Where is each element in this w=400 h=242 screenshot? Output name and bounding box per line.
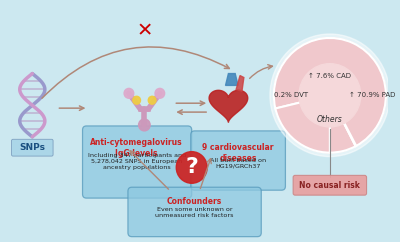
Text: Others: Others [317,114,343,123]
Text: ↑ 7.6% CAD: ↑ 7.6% CAD [308,73,351,78]
Circle shape [133,96,140,104]
Circle shape [138,119,150,131]
FancyBboxPatch shape [12,139,53,156]
Polygon shape [226,74,238,85]
Text: All built based on
HG19/GRCh37: All built based on HG19/GRCh37 [210,158,266,169]
Text: ↑ 70.9% PAD: ↑ 70.9% PAD [349,92,396,98]
Circle shape [274,38,386,153]
Polygon shape [236,76,244,91]
Wedge shape [274,38,386,146]
Text: Including 347 participants and
5,278,042 SNPS in European
ancestry populations: Including 347 participants and 5,278,042… [88,153,186,170]
Text: Confounders: Confounders [167,197,222,206]
Wedge shape [330,95,356,153]
Text: ✕: ✕ [136,22,152,41]
Text: 9 cardiovascular
diseases: 9 cardiovascular diseases [202,143,274,163]
Circle shape [124,88,134,98]
FancyBboxPatch shape [82,126,192,198]
Circle shape [176,152,207,183]
Text: SNPs: SNPs [19,143,45,152]
FancyBboxPatch shape [128,187,261,237]
Wedge shape [330,95,356,146]
FancyArrowPatch shape [250,65,272,78]
Circle shape [270,34,390,157]
FancyBboxPatch shape [191,131,286,190]
Text: Even some unknown or
unmeasured risk factors: Even some unknown or unmeasured risk fac… [155,207,234,218]
Circle shape [148,96,156,104]
Polygon shape [209,90,248,122]
Text: Anti-cytomegalovirus
IgG levels: Anti-cytomegalovirus IgG levels [90,138,183,158]
Text: ?: ? [185,158,198,177]
Circle shape [155,88,165,98]
FancyArrowPatch shape [42,47,229,98]
FancyBboxPatch shape [293,175,366,195]
Circle shape [299,64,361,127]
Text: 0.2% DVT: 0.2% DVT [274,92,308,98]
Text: No causal risk: No causal risk [300,181,360,190]
Wedge shape [275,95,330,153]
